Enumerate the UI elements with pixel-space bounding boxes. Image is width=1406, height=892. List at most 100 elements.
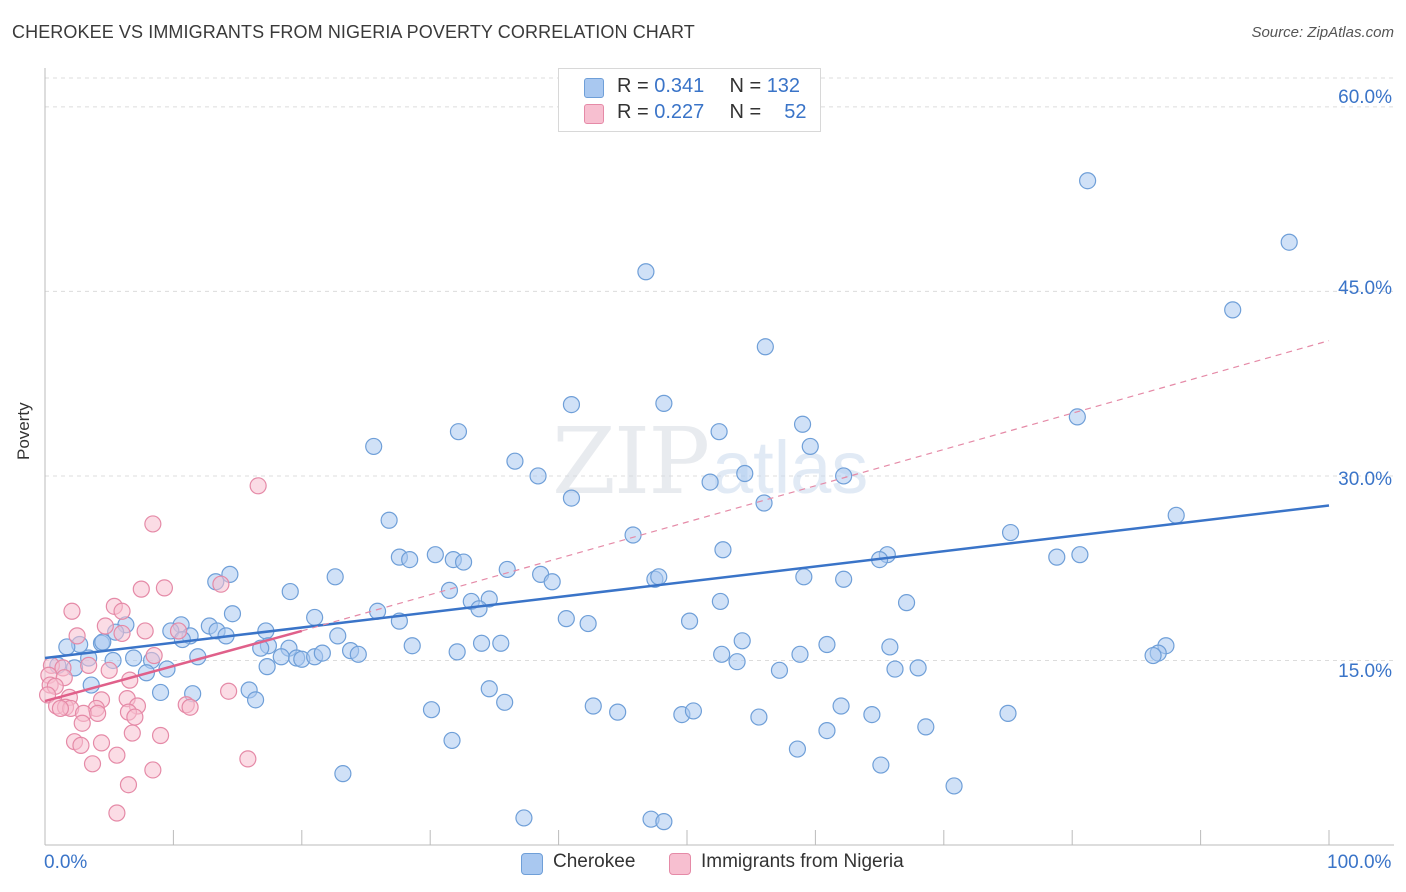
cherokee-point <box>1068 408 1086 426</box>
cherokee-point <box>449 423 468 441</box>
cherokee-point <box>945 777 963 795</box>
cherokee-point <box>872 756 890 774</box>
cherokee-point <box>313 644 331 662</box>
y-tick-15: 15.0% <box>1338 661 1392 682</box>
cherokee-point <box>1001 523 1020 542</box>
legend-r-value: 0.341 <box>654 75 705 97</box>
y-tick-60: 60.0% <box>1338 87 1392 108</box>
legend-swatch-cherokee <box>584 78 604 98</box>
cherokee-point <box>818 635 836 654</box>
cherokee-point <box>1144 646 1162 665</box>
nigeria-point <box>63 602 81 620</box>
nigeria-point <box>100 661 118 679</box>
legend-n-value: 132 <box>766 75 801 97</box>
nigeria-point <box>144 515 162 533</box>
bottom-legend-swatch-nigeria <box>669 853 691 875</box>
cherokee-point <box>863 706 881 724</box>
chart-title: CHEROKEE VS IMMIGRANTS FROM NIGERIA POVE… <box>12 22 695 42</box>
nigeria-point <box>113 602 131 620</box>
series-nigeria <box>38 477 267 822</box>
nigeria-point <box>68 627 86 645</box>
nigeria-point <box>108 804 126 822</box>
nigeria-point <box>132 580 150 598</box>
cherokee-point <box>624 526 642 544</box>
cherokee-point <box>1048 548 1066 566</box>
source-label: Source: ZipAtlas.com <box>1251 24 1394 41</box>
cherokee-point <box>470 600 488 618</box>
cherokee-point <box>835 467 853 485</box>
cherokee-point <box>801 437 819 456</box>
cherokee-point <box>655 813 673 831</box>
y-tick-30: 30.0% <box>1338 469 1392 490</box>
cherokee-point <box>1071 546 1089 564</box>
cherokee-point <box>562 396 581 414</box>
bottom-legend-label: Cherokee <box>553 851 636 872</box>
nigeria-trend-line <box>44 629 303 703</box>
cherokee-point <box>711 592 729 611</box>
cherokee-point <box>818 721 836 740</box>
cherokee-point <box>246 691 265 709</box>
nigeria-point <box>92 734 111 752</box>
x-tick-0: 0.0% <box>44 852 88 873</box>
cherokee-point <box>1224 301 1242 319</box>
nigeria-point <box>145 646 163 665</box>
cherokee-point <box>306 608 324 627</box>
cherokee-point <box>258 658 276 676</box>
cherokee-point <box>562 489 581 507</box>
cherokee-point <box>637 263 655 281</box>
cherokee-point <box>791 645 809 663</box>
cherokee-point <box>713 645 731 663</box>
gridlines <box>45 77 1394 661</box>
cherokee-point <box>426 546 444 564</box>
cherokee-point <box>529 467 547 485</box>
cherokee-point <box>498 560 516 579</box>
cherokee-point <box>448 643 466 661</box>
nigeria-point <box>83 755 102 773</box>
cherokee-point <box>736 464 754 483</box>
y-tick-45: 45.0% <box>1338 278 1392 299</box>
cherokee-point <box>326 568 344 586</box>
nigeria-point <box>51 699 70 718</box>
cherokee-point <box>680 612 699 630</box>
cherokee-point <box>710 423 728 441</box>
cherokee-point <box>584 697 602 715</box>
cherokee-point <box>443 731 461 750</box>
cherokee-point <box>835 570 853 588</box>
legend-r-label: R = <box>617 101 649 123</box>
cherokee-point <box>756 338 774 356</box>
cherokee-point <box>422 701 441 719</box>
cherokee-point <box>403 637 421 655</box>
cherokee-point <box>515 809 533 827</box>
bottom-legend-swatch-cherokee <box>521 853 543 875</box>
cherokee-point <box>579 614 597 633</box>
cherokee-point <box>909 659 927 677</box>
legend-r-value: 0.227 <box>654 101 705 123</box>
cherokee-point <box>543 573 561 591</box>
cherokee-point <box>733 632 751 650</box>
cherokee-point <box>832 697 850 715</box>
cherokee-point <box>334 765 352 783</box>
cherokee-point <box>492 634 510 652</box>
nigeria-point <box>181 698 199 716</box>
cherokee-point <box>496 693 514 711</box>
bottom-legend-label: Immigrants from Nigeria <box>701 851 904 872</box>
cherokee-point <box>795 568 813 586</box>
nigeria-point <box>239 750 257 768</box>
cherokee-point <box>557 610 575 628</box>
cherokee-point <box>281 582 299 601</box>
legend-n-label: N = <box>729 101 762 123</box>
cherokee-point <box>151 683 170 702</box>
cherokee-point <box>94 633 112 651</box>
cherokee-point <box>788 740 807 758</box>
nigeria-point <box>108 746 126 764</box>
nigeria-trend-extension <box>301 340 1330 632</box>
cherokee-point <box>480 680 498 698</box>
nigeria-point <box>212 575 230 593</box>
cherokee-point <box>272 648 290 666</box>
trend-lines <box>44 340 1330 703</box>
cherokee-point <box>650 568 668 586</box>
nigeria-point <box>73 714 91 732</box>
cherokee-point <box>506 452 524 470</box>
axes <box>44 68 1394 846</box>
